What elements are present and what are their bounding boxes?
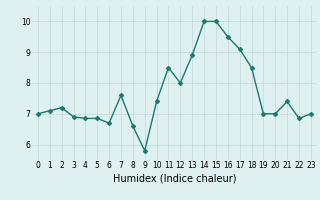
- X-axis label: Humidex (Indice chaleur): Humidex (Indice chaleur): [113, 173, 236, 183]
